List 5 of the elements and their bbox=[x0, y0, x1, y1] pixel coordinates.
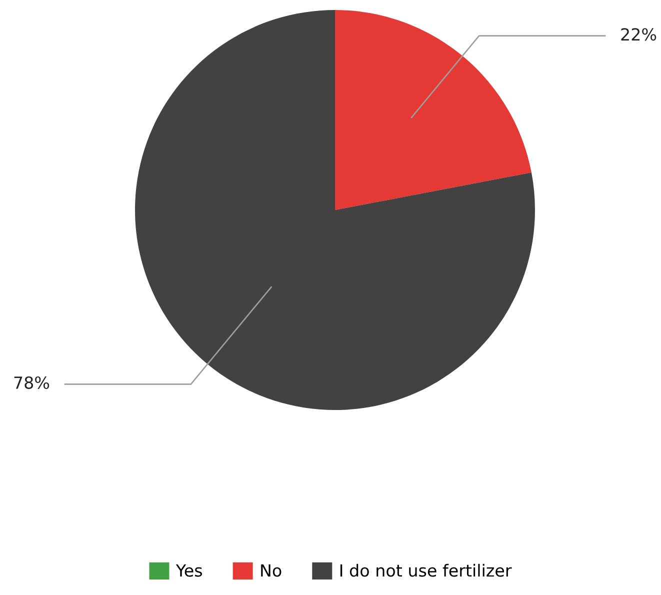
data-label: 22% bbox=[621, 28, 656, 41]
legend-label: I do not use fertilizer bbox=[340, 564, 512, 577]
legend-label: Yes bbox=[176, 564, 202, 577]
legend-label: No bbox=[261, 564, 282, 577]
data-label: 78% bbox=[14, 376, 50, 389]
